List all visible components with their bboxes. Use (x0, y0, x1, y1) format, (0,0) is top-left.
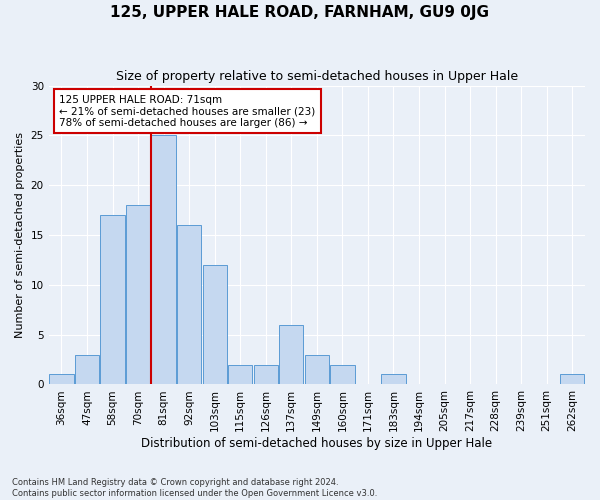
Bar (305, 354, 329, 384)
Bar (126, 205, 150, 384)
Bar (151, 136, 176, 384)
Text: 125, UPPER HALE ROAD, FARNHAM, GU9 0JG: 125, UPPER HALE ROAD, FARNHAM, GU9 0JG (110, 5, 490, 20)
Y-axis label: Number of semi-detached properties: Number of semi-detached properties (15, 132, 25, 338)
Bar (254, 364, 278, 384)
X-axis label: Distribution of semi-detached houses by size in Upper Hale: Distribution of semi-detached houses by … (141, 437, 493, 450)
Bar (177, 225, 201, 384)
Bar (203, 265, 227, 384)
Bar (228, 364, 253, 384)
Text: 125 UPPER HALE ROAD: 71sqm
← 21% of semi-detached houses are smaller (23)
78% of: 125 UPPER HALE ROAD: 71sqm ← 21% of semi… (59, 94, 316, 128)
Bar (100, 215, 125, 384)
Bar (382, 374, 406, 384)
Title: Size of property relative to semi-detached houses in Upper Hale: Size of property relative to semi-detach… (116, 70, 518, 83)
Bar (279, 324, 304, 384)
Bar (560, 374, 584, 384)
Bar (49, 374, 74, 384)
Bar (330, 364, 355, 384)
Text: Contains HM Land Registry data © Crown copyright and database right 2024.
Contai: Contains HM Land Registry data © Crown c… (12, 478, 377, 498)
Bar (75, 354, 99, 384)
